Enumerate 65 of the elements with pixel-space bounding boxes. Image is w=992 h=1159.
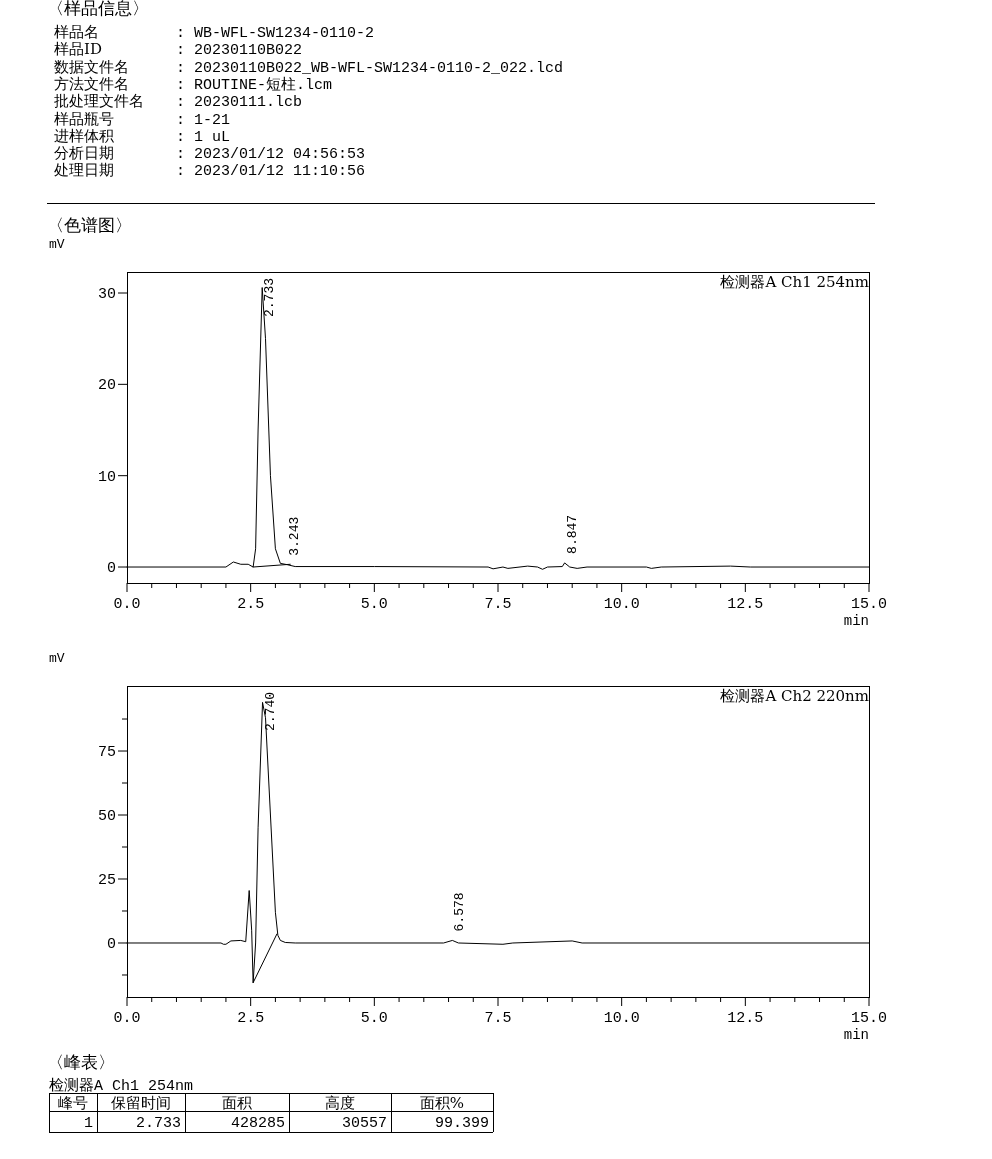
text: 样品瓶号 bbox=[54, 109, 114, 128]
text: 高度 bbox=[325, 1094, 355, 1112]
text: 批处理文件名 bbox=[54, 92, 144, 111]
text: 面积% bbox=[419, 1094, 465, 1112]
x-tick-label: 5.0 bbox=[360, 596, 388, 613]
x-tick-label: 10.0 bbox=[603, 1010, 640, 1027]
annotation: 3.243 bbox=[287, 516, 303, 556]
x-axis-title: min bbox=[843, 613, 869, 629]
text: 1 bbox=[83, 1115, 93, 1132]
annotation: 8.847 bbox=[564, 514, 580, 554]
annotation: 2.740 bbox=[262, 691, 278, 731]
y-tick-label: 25 bbox=[97, 872, 116, 889]
x-tick-label: 12.5 bbox=[727, 596, 764, 613]
text: : 2023/01/12 04:56:53 bbox=[176, 146, 366, 164]
text: 〈样品信息〉 bbox=[47, 0, 149, 18]
x-tick-label: 7.5 bbox=[484, 1010, 512, 1027]
x-tick-label: 2.5 bbox=[237, 596, 265, 613]
x-tick-label: 10.0 bbox=[603, 596, 640, 613]
text: : ROUTINE-短柱.lcm bbox=[176, 75, 333, 94]
y-tick-label: 0 bbox=[106, 935, 116, 953]
annotation: 检测器A Ch2 220nm bbox=[720, 687, 869, 705]
text: 峰号 bbox=[58, 1094, 88, 1112]
annotation: 检测器A Ch1 254nm bbox=[720, 273, 869, 291]
text: 面积 bbox=[222, 1094, 252, 1112]
annotation: 2.733 bbox=[262, 277, 278, 317]
text: : 20230110B022 bbox=[176, 42, 303, 60]
text: 检测器A Ch1 254nm bbox=[49, 1077, 194, 1095]
x-tick-label: 5.0 bbox=[360, 1010, 388, 1027]
x-tick-label: 0.0 bbox=[113, 1010, 141, 1027]
text: 30557 bbox=[341, 1115, 387, 1132]
x-tick-label: 7.5 bbox=[484, 596, 512, 613]
text: 处理日期 bbox=[54, 161, 114, 180]
text: : 1 uL bbox=[176, 128, 231, 146]
y-tick-label: 50 bbox=[97, 808, 116, 826]
text: 样品名 bbox=[54, 23, 99, 41]
y-tick-label: 0 bbox=[106, 560, 116, 578]
y-tick-label: 20 bbox=[97, 377, 116, 395]
text: : 20230110B022_WB-WFL-SW1234-0110-2_022.lcd bbox=[176, 59, 564, 77]
text: : 2023/01/12 11:10:56 bbox=[176, 163, 366, 181]
text: 样品ID bbox=[54, 40, 102, 59]
x-tick-label: 12.5 bbox=[727, 1010, 764, 1027]
text: 方法文件名 bbox=[54, 74, 129, 93]
x-tick-label: 2.5 bbox=[237, 1010, 265, 1027]
y-tick-label: 10 bbox=[97, 468, 116, 486]
text: 数据文件名 bbox=[54, 57, 129, 76]
text: : WB-WFL-SW1234-0110-2 bbox=[176, 25, 375, 42]
text: 2.733 bbox=[135, 1115, 181, 1132]
annotation: 6.578 bbox=[452, 892, 468, 932]
text: : 20230111.lcb bbox=[176, 94, 303, 112]
chart-title: 〈色谱图〉 bbox=[47, 215, 132, 235]
x-tick-label: 15.0 bbox=[850, 596, 888, 613]
text: 428285 bbox=[230, 1115, 285, 1132]
y-axis-title: mV bbox=[49, 651, 65, 666]
x-axis-title: min bbox=[843, 1027, 869, 1043]
text: 〈峰表〉 bbox=[47, 1052, 115, 1072]
y-tick-label: 30 bbox=[97, 286, 116, 304]
text: 进样体积 bbox=[54, 126, 114, 145]
text: : 1-21 bbox=[176, 111, 231, 129]
text: 分析日期 bbox=[54, 144, 114, 163]
text: 99.399 bbox=[434, 1115, 489, 1132]
y-axis-title: mV bbox=[49, 237, 65, 252]
y-tick-label: 75 bbox=[97, 744, 116, 762]
x-tick-label: 15.0 bbox=[850, 1010, 888, 1027]
x-tick-label: 0.0 bbox=[113, 596, 141, 613]
text: 保留时间 bbox=[111, 1094, 171, 1112]
